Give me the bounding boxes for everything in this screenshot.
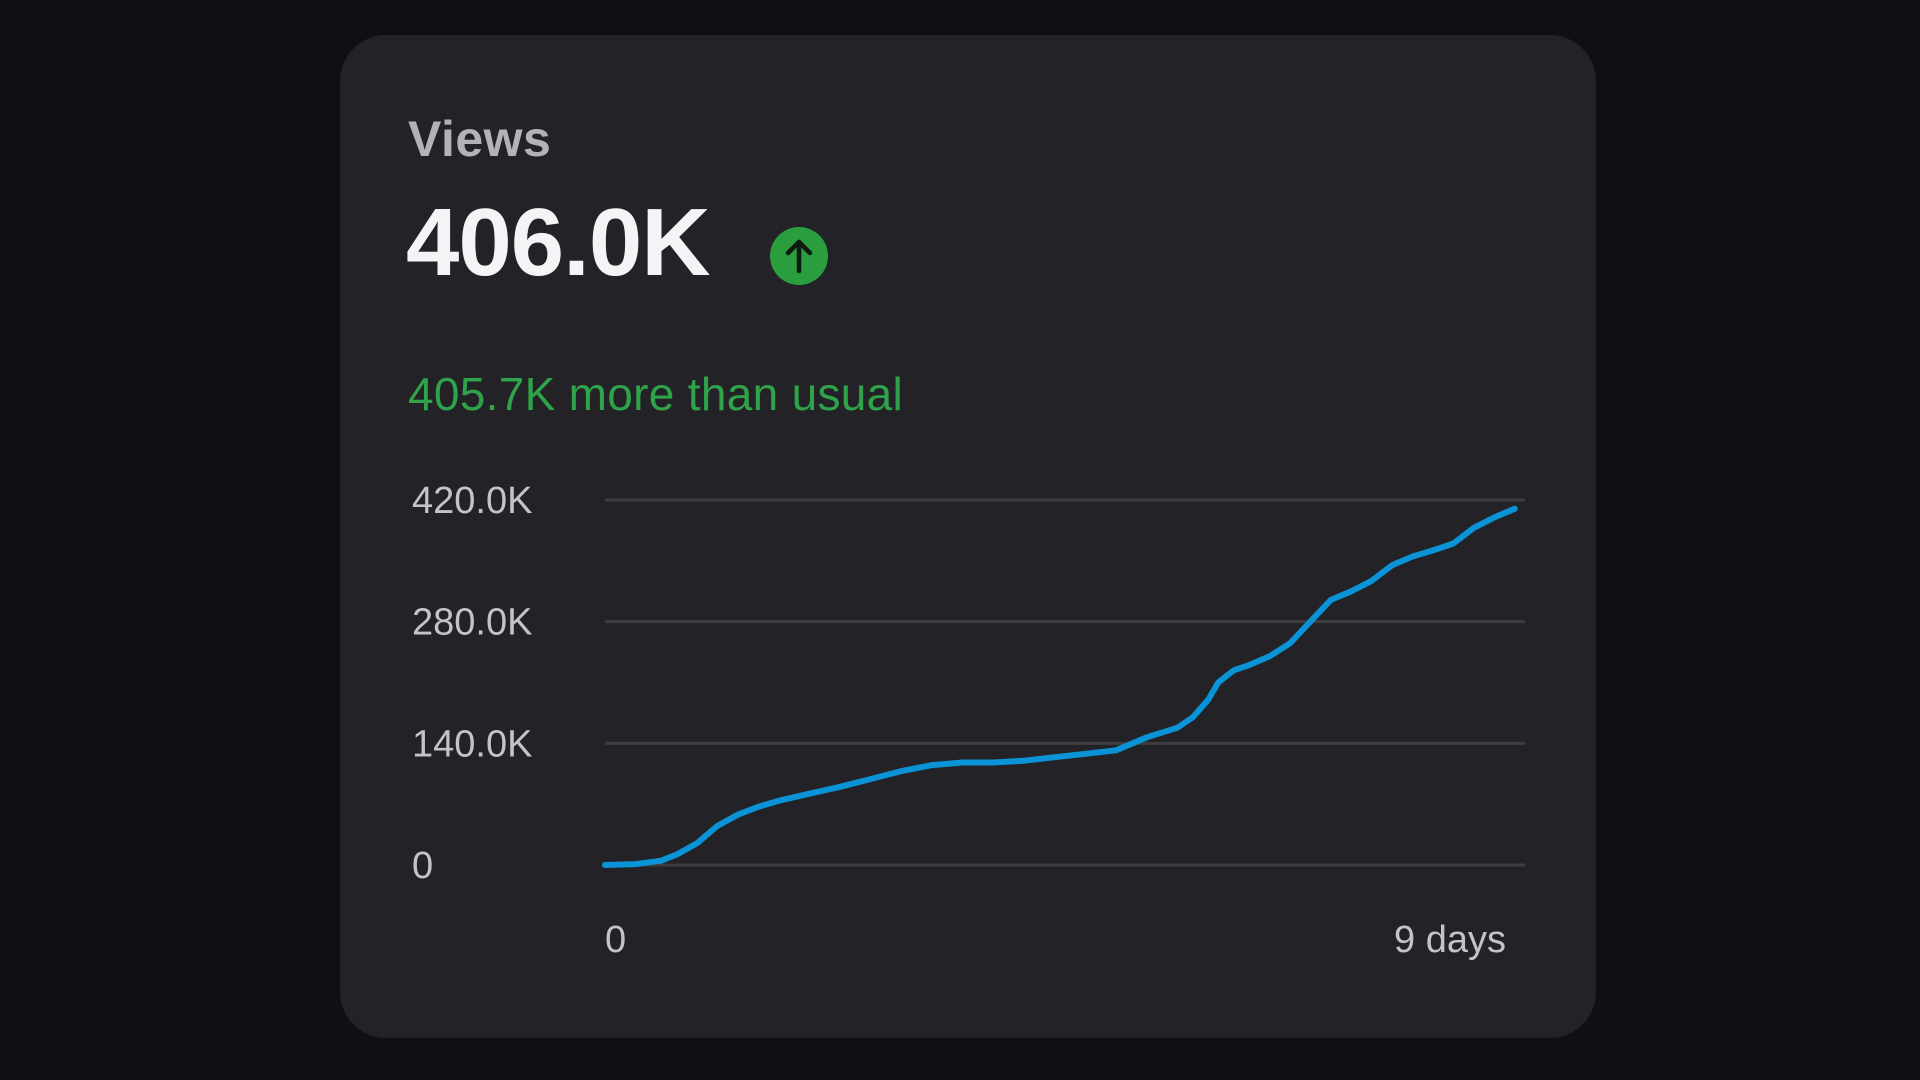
series-line <box>602 505 1518 868</box>
views-line-chart: 0 140.0K 280.0K 420.0K 0 9 days <box>412 480 1525 961</box>
y-tick-label: 420.0K <box>412 480 532 522</box>
views-total-value: 406.0K <box>406 189 711 296</box>
y-tick-label: 140.0K <box>412 723 532 765</box>
x-tick-label: 9 days <box>1394 919 1506 961</box>
y-tick-label: 0 <box>412 845 433 887</box>
x-tick-label: 0 <box>605 919 626 961</box>
views-card: Views 406.0K 405.7K more than usual 0 140… <box>340 35 1596 1038</box>
card-title: Views <box>408 111 552 167</box>
y-tick-label: 280.0K <box>412 602 532 644</box>
arrow-up-icon <box>770 227 828 285</box>
comparison-text: 405.7K more than usual <box>408 368 904 420</box>
